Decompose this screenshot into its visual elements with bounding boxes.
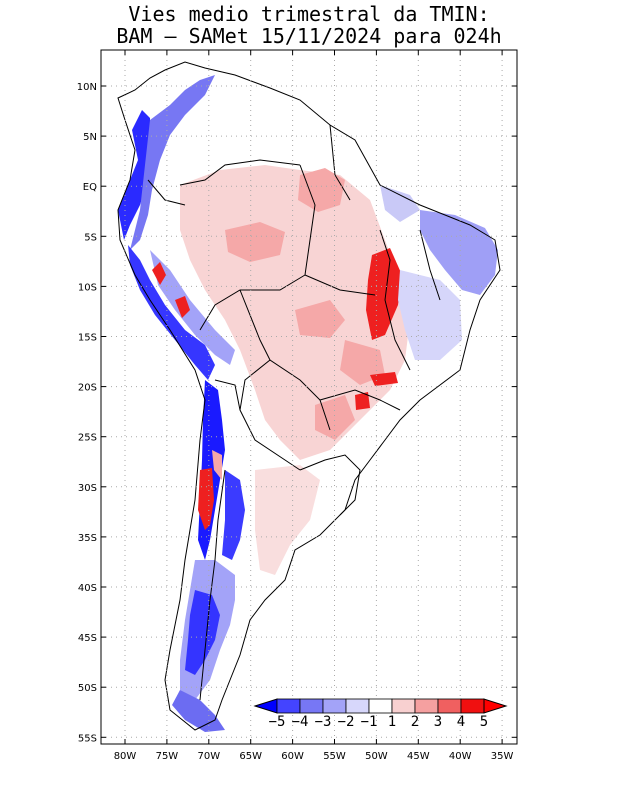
grid-layer xyxy=(101,50,517,744)
border xyxy=(199,469,226,701)
axes-layer: 10N 5N EQ 5S 10S 15S 20S 25S 30S 35S 40S 45S 50S 55S 8… xyxy=(77,50,517,762)
pos-bias-peru xyxy=(152,262,166,285)
colorbar-segment xyxy=(460,698,485,714)
colorbar-segment xyxy=(368,698,393,714)
lon-label: 75W xyxy=(156,751,179,762)
colorbar-label: −4 xyxy=(292,714,309,730)
lon-label: 50W xyxy=(365,751,388,762)
colorbar-label: 1 xyxy=(388,714,396,730)
lon-label: 70W xyxy=(197,751,220,762)
lat-label: 30S xyxy=(78,483,97,494)
colorbar-label: −2 xyxy=(338,714,355,730)
title-line-1: Vies medio trimestral da TMIN: xyxy=(128,2,490,26)
neg-bias-peru-light xyxy=(150,250,235,365)
colorbar-label: 3 xyxy=(434,714,442,730)
colorbar-segment xyxy=(437,698,462,714)
lat-label: 40S xyxy=(78,583,97,594)
lon-label: 35W xyxy=(491,751,514,762)
lon-label: 60W xyxy=(281,751,304,762)
neg-bias-peru-coast xyxy=(128,245,215,380)
lon-label: 80W xyxy=(114,751,137,762)
colorbar-label: 5 xyxy=(480,714,488,730)
lat-label: 10N xyxy=(77,82,97,93)
lat-label: EQ xyxy=(83,182,97,193)
border xyxy=(319,389,401,411)
colorbar-segment xyxy=(276,698,301,714)
border xyxy=(299,454,361,516)
lat-label: 50S xyxy=(78,683,97,694)
border xyxy=(379,229,411,371)
lat-label: 15S xyxy=(78,333,97,344)
lat-label: 45S xyxy=(78,633,97,644)
colorbar-label: −1 xyxy=(361,714,378,730)
lat-label: 25S xyxy=(78,433,97,444)
border xyxy=(304,274,376,296)
lat-label: 20S xyxy=(78,383,97,394)
colorbar-label: 4 xyxy=(457,714,465,730)
lat-label: 5S xyxy=(84,232,97,243)
lon-label: 65W xyxy=(239,751,262,762)
title-line-2: BAM – SAMet 15/11/2024 para 024h xyxy=(116,24,502,48)
colorbar-segment xyxy=(322,698,347,714)
pos-bias-strong xyxy=(366,248,402,340)
colorbar-label: −5 xyxy=(269,714,286,730)
border xyxy=(239,359,301,471)
border xyxy=(239,289,331,431)
colorbar-label: 2 xyxy=(411,714,419,730)
pos-bias-strong xyxy=(355,392,370,410)
border xyxy=(419,229,441,301)
neg-bias-northeast-light xyxy=(398,270,462,360)
pos-bias-patch xyxy=(295,300,345,338)
pos-bias-patch xyxy=(315,395,355,440)
pos-bias-patch xyxy=(340,340,385,385)
lat-label: 5N xyxy=(83,132,97,143)
border xyxy=(179,159,301,186)
lon-label: 40W xyxy=(449,751,472,762)
neg-bias-northeast xyxy=(420,210,498,295)
pos-bias-chile xyxy=(198,468,214,530)
neg-bias-andes-south xyxy=(222,470,245,560)
colorbar-label: −3 xyxy=(315,714,332,730)
colorbar-segment xyxy=(299,698,324,714)
lon-label: 55W xyxy=(323,751,346,762)
coastline-layer xyxy=(117,61,501,731)
colorbar-arrow-right xyxy=(483,698,508,714)
neg-bias-andes-north xyxy=(118,110,150,240)
pos-bias-peru xyxy=(175,296,190,318)
bias-field-layer xyxy=(118,62,500,732)
colorbar-segment xyxy=(345,698,370,714)
pos-bias-strong xyxy=(370,372,398,386)
colorbar-segment xyxy=(414,698,439,714)
colorbar-segment xyxy=(391,698,416,714)
border xyxy=(214,379,241,411)
border xyxy=(199,164,316,331)
lat-label: 55S xyxy=(78,733,97,744)
pos-bias-patch xyxy=(298,168,345,212)
pos-bias-chile-light xyxy=(212,450,222,480)
neg-bias-coast xyxy=(380,185,420,222)
map-frame xyxy=(100,49,518,745)
colorbar-arrow-left xyxy=(253,698,278,714)
pos-bias-patch xyxy=(225,222,285,262)
border xyxy=(147,179,186,206)
lon-label: 45W xyxy=(407,751,430,762)
neg-bias-andes-north-mid xyxy=(130,75,215,250)
lat-label: 35S xyxy=(78,533,97,544)
pos-bias-south xyxy=(255,465,320,575)
lat-label: 10S xyxy=(78,282,97,293)
neg-bias-patagonia xyxy=(185,590,220,675)
colorbar: −5 −4 −3 −2 −1 1 2 3 4 5 xyxy=(253,698,508,730)
